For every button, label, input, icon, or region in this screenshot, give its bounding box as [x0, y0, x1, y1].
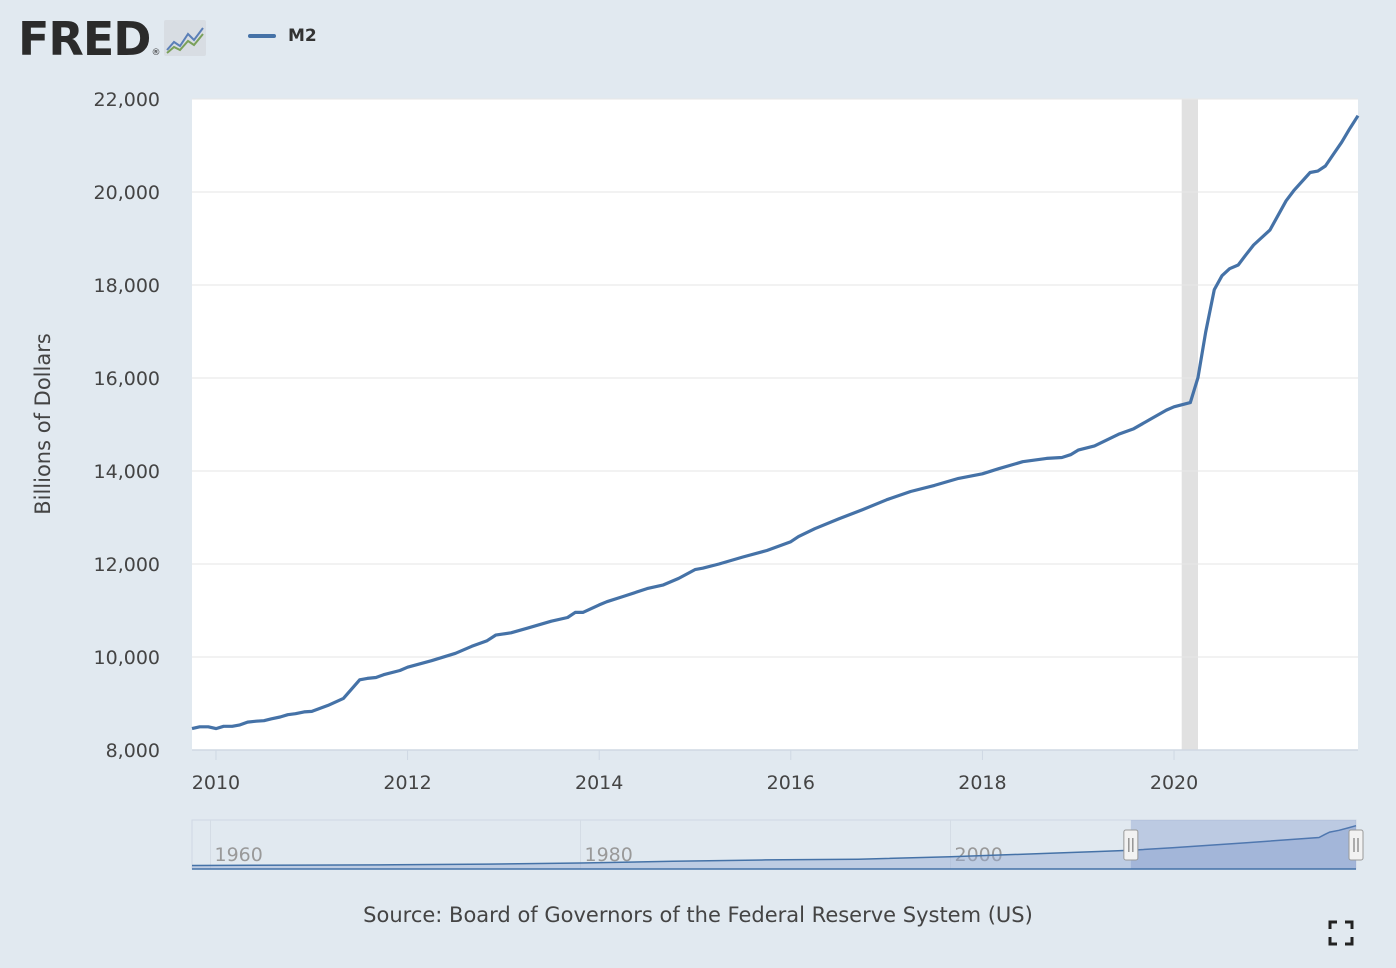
x-tick-label: 2016 [767, 772, 815, 794]
x-axis-ticks: 2010 2012 2014 2016 2018 2020 [192, 750, 1198, 794]
legend-label-m2: M2 [288, 26, 317, 46]
navigator-tick-label: 1980 [584, 844, 632, 866]
line-chart-icon [164, 20, 207, 60]
fullscreen-icon[interactable] [1328, 920, 1354, 950]
navigator-track [191, 819, 1357, 870]
x-tick-label: 2012 [383, 772, 431, 794]
gridlines [192, 98, 1358, 751]
series-group[interactable] [191, 114, 1360, 731]
navigator-handle-right[interactable] [1348, 829, 1364, 861]
y-tick-label: 20,000 [94, 182, 160, 204]
plot-background [192, 99, 1358, 750]
x-tick-label: 2010 [192, 772, 240, 794]
legend-swatch [248, 34, 276, 38]
recession-bands [1181, 99, 1198, 750]
navigator-area [192, 825, 1356, 869]
source-note: Source: Board of Governors of the Federa… [363, 903, 1033, 927]
y-axis-ticks: 8,000 10,000 12,000 14,000 16,000 18,000 20,00… [94, 89, 160, 762]
y-tick-label: 16,000 [94, 368, 160, 390]
y-tick-label: 22,000 [94, 89, 160, 111]
y-tick-label: 8,000 [106, 740, 160, 762]
x-tick-label: 2018 [958, 772, 1006, 794]
recession-band-0 [1181, 99, 1198, 750]
y-tick-label: 14,000 [94, 461, 160, 483]
handle-body [1348, 829, 1364, 861]
range-navigator[interactable]: 1960 1980 2000 [191, 819, 1364, 870]
fred-logo[interactable]: FRED ® [18, 12, 207, 66]
navigator-selection [1130, 820, 1356, 869]
handle-body [1123, 829, 1139, 861]
navigator-tick-label: 1960 [214, 844, 262, 866]
logo-text: FRED [18, 12, 151, 66]
chart-legend[interactable]: M2 [248, 26, 317, 46]
navigator-tick-label: 2000 [954, 844, 1002, 866]
y-axis-label: Billions of Dollars [31, 333, 55, 515]
registered-mark: ® [151, 48, 161, 58]
x-tick-label: 2020 [1150, 772, 1198, 794]
y-tick-label: 10,000 [94, 647, 160, 669]
navigator-handle-left[interactable] [1123, 829, 1139, 861]
y-tick-label: 12,000 [94, 554, 160, 576]
x-tick-label: 2014 [575, 772, 623, 794]
navigator-line [191, 824, 1357, 867]
series-line-m2 [191, 114, 1360, 731]
y-tick-label: 18,000 [94, 275, 160, 297]
